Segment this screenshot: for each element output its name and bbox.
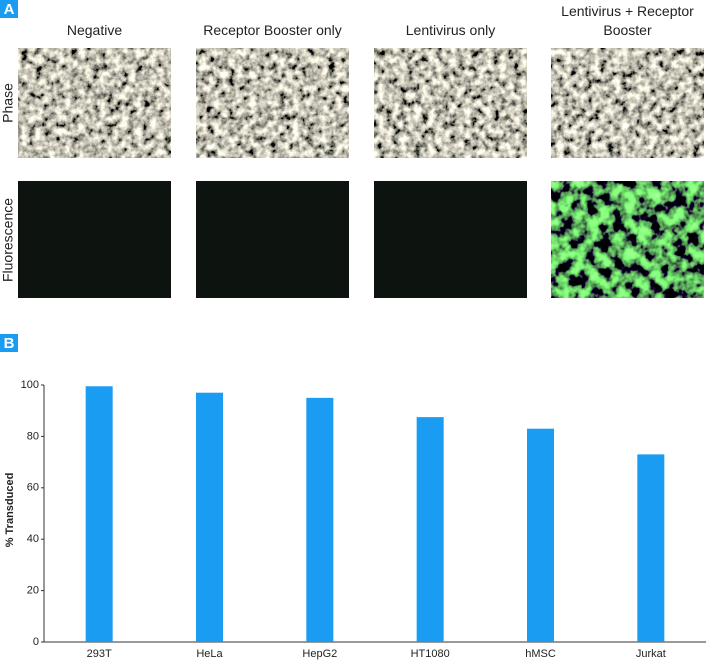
bar [416, 417, 444, 642]
y-tick-label: 80 [27, 430, 39, 442]
y-tick-label: 20 [27, 585, 39, 597]
x-tick-label: HeLa [196, 648, 223, 660]
panel-badge [0, 334, 18, 352]
fluorescence-image [551, 181, 704, 298]
panel-label: B [4, 335, 15, 352]
phase-image [18, 48, 171, 158]
panel-label: A [4, 1, 15, 18]
bar [527, 428, 554, 642]
column-header: Negative [66, 22, 123, 38]
fluorescence-image [18, 181, 171, 298]
y-tick-label: 0 [33, 636, 39, 648]
fluorescence-image [196, 181, 349, 298]
bar [637, 454, 665, 642]
y-tick-label: 100 [21, 379, 39, 391]
y-axis-label: % Transduced [4, 473, 16, 548]
row-label: Phase [0, 83, 16, 123]
column-header: Lentivirus only [405, 22, 496, 38]
x-tick-label: Jurkat [636, 648, 666, 660]
x-tick-label: hMSC [525, 648, 556, 660]
bar [196, 392, 223, 642]
row-label: Fluorescence [0, 198, 16, 282]
column-header: Lentivirus + Receptor Booster [561, 3, 694, 38]
phase-image [551, 48, 704, 158]
x-tick-label: HT1080 [411, 648, 450, 660]
x-tick-label: HepG2 [302, 648, 337, 660]
x-tick-label: 293T [87, 648, 112, 660]
y-tick-label: 60 [27, 482, 39, 494]
panel-badge [0, 0, 18, 18]
y-tick-label: 40 [27, 533, 39, 545]
bar [85, 386, 113, 642]
fluorescence-image [374, 181, 527, 298]
bar [306, 397, 334, 642]
phase-image [196, 48, 349, 158]
column-header: Receptor Booster only [203, 22, 342, 38]
phase-image [374, 48, 527, 158]
